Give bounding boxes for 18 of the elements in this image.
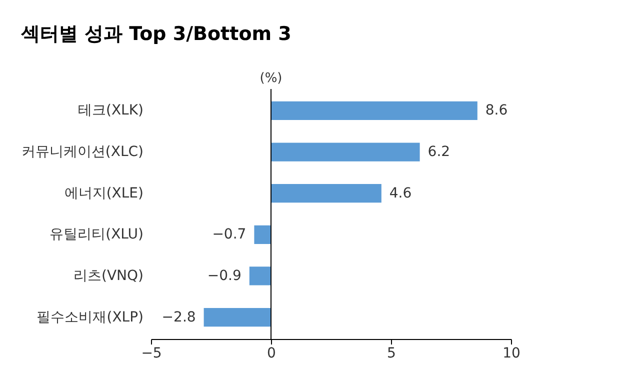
data-label: 4.6	[389, 185, 412, 202]
data-label: −2.8	[162, 309, 196, 326]
data-label: 6.2	[428, 144, 450, 160]
y-tick-label: 커뮤니케이션(XLC)	[21, 144, 144, 160]
x-tick-label: −5	[141, 346, 162, 362]
y-tick-label: 필수소비재(XLP)	[36, 309, 144, 326]
y-tick-label: 리츠(VNQ)	[74, 268, 144, 284]
chart-title: 섹터별 성과 Top 3/Bottom 3	[20, 23, 292, 45]
x-tick-label: 0	[267, 346, 276, 362]
x-tick-label: 5	[387, 346, 396, 362]
y-tick-label: 테크(XLK)	[78, 102, 144, 119]
y-tick-label: 유틸리티(XLU)	[50, 226, 144, 243]
data-label: 8.6	[485, 102, 508, 119]
x-axis-title: (%)	[260, 71, 282, 86]
x-tick-label: 10	[502, 346, 520, 362]
data-label: −0.7	[212, 226, 246, 243]
y-tick-label: 에너지(XLE)	[64, 185, 144, 202]
data-label: −0.9	[207, 268, 242, 284]
